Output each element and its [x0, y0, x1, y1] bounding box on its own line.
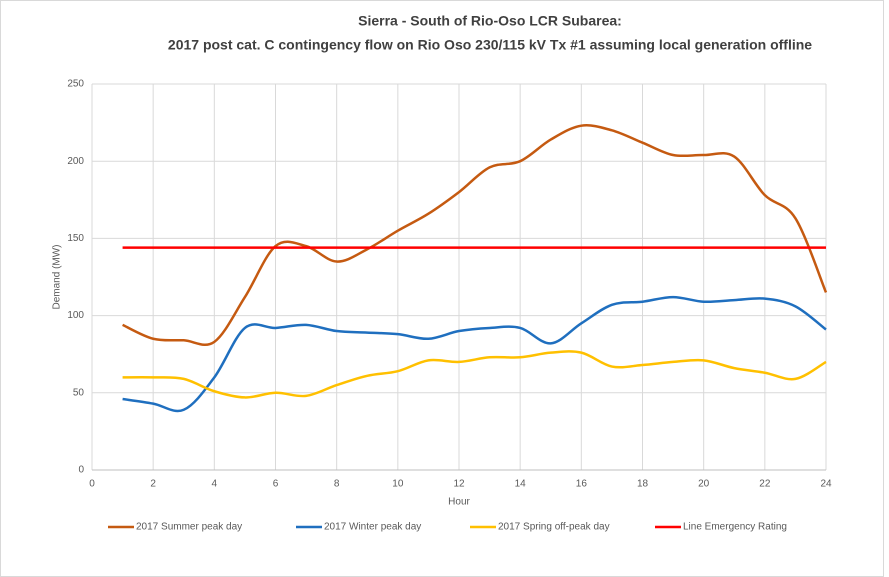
- x-tick-label: 12: [453, 479, 465, 490]
- x-tick-label: 24: [820, 479, 832, 490]
- x-tick-label: 18: [637, 479, 649, 490]
- legend-label: 2017 Summer peak day: [136, 522, 242, 533]
- y-axis-label: Demand (MW): [52, 244, 63, 309]
- x-tick-label: 2: [150, 479, 156, 490]
- x-axis-label: Hour: [448, 497, 470, 508]
- y-tick-label: 250: [67, 79, 84, 90]
- series-line: [122, 295, 827, 413]
- y-tick-label: 150: [67, 233, 84, 244]
- x-tick-label: 6: [273, 479, 279, 490]
- chart-subtitle: 2017 post cat. C contingency flow on Rio…: [168, 37, 812, 53]
- x-tick-label: 8: [334, 479, 340, 490]
- x-tick-label: 14: [515, 479, 527, 490]
- legend-label: Line Emergency Rating: [683, 522, 787, 533]
- x-tick-label: 20: [698, 479, 710, 490]
- series-line: [122, 350, 827, 399]
- legend-label: 2017 Spring off-peak day: [498, 522, 610, 533]
- x-tick-label: 0: [89, 479, 95, 490]
- x-tick-label: 16: [576, 479, 588, 490]
- x-tick-label: 22: [759, 479, 771, 490]
- series-line: [122, 124, 828, 346]
- legend-label: 2017 Winter peak day: [324, 522, 421, 533]
- chart-title: Sierra - South of Rio-Oso LCR Subarea:: [358, 13, 622, 29]
- x-tick-label: 10: [392, 479, 404, 490]
- y-tick-label: 50: [73, 387, 85, 398]
- x-tick-label: 4: [212, 479, 218, 490]
- y-tick-label: 0: [78, 465, 84, 476]
- y-tick-label: 100: [67, 310, 84, 321]
- y-tick-label: 200: [67, 156, 84, 167]
